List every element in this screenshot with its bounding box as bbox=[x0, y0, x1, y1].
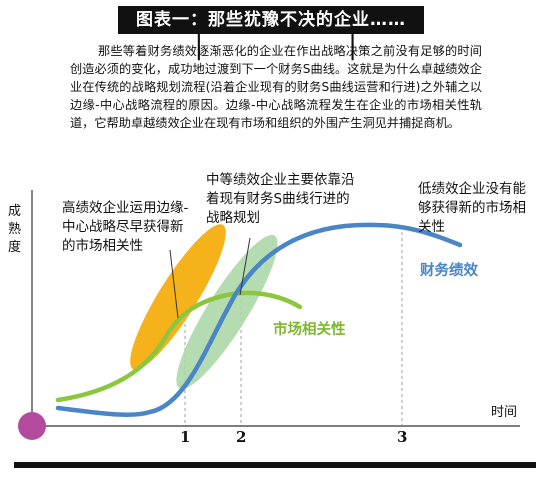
tick-label-3: 3 bbox=[397, 428, 408, 446]
leader-line-mid bbox=[239, 237, 251, 296]
leader-line-high bbox=[169, 249, 179, 319]
tick-label-2: 2 bbox=[236, 428, 247, 446]
financial-performance-curve bbox=[55, 222, 463, 417]
tick-label-1: 1 bbox=[180, 428, 191, 446]
y-axis-label: 成熟度 bbox=[8, 204, 22, 255]
market-curve-label: 市场相关性 bbox=[273, 322, 346, 338]
intro-paragraph: 那些等着财务绩效逐渐恶化的企业在作出战略决策之前没有足够的时间创造必须的变化，成… bbox=[70, 44, 482, 130]
x-axis-label: 时间 bbox=[491, 405, 518, 420]
annotation-low-performers: 低绩效企业没有能够获得新的市场相关性 bbox=[418, 181, 526, 235]
high-performer-ellipse bbox=[130, 224, 226, 370]
page-title: 图表一：那些犹豫不决的企业…… bbox=[118, 6, 424, 34]
bottom-divider bbox=[14, 462, 536, 468]
annotation-high-performers: 高绩效企业运用边缘-中心战略尽早获得新的市场相关性 bbox=[62, 200, 189, 254]
financial-curve-label: 财务绩效 bbox=[420, 263, 478, 279]
origin-dot bbox=[18, 412, 46, 440]
annotation-mid-performers: 中等绩效企业主要依靠沿着现有财务S曲线行进的战略规划 bbox=[206, 172, 355, 226]
market-relevance-curve bbox=[55, 290, 303, 403]
